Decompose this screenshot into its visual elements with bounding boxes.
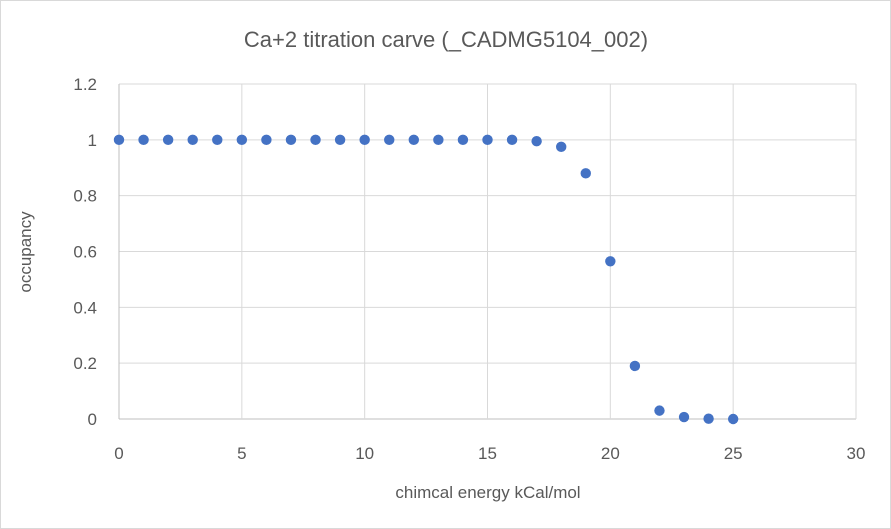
data-point (359, 134, 370, 146)
data-point (334, 134, 346, 146)
data-point (482, 134, 493, 146)
y-tick-label: 0.4 (73, 298, 97, 317)
data-point (408, 134, 419, 146)
data-point (138, 134, 149, 146)
data-point (654, 405, 665, 416)
y-tick-label: 0 (88, 410, 97, 429)
x-tick-label: 0 (114, 444, 123, 463)
tick-labels: 0 0.2 0.4 0.6 0.8 1 1.2 0 5 10 15 20 25 30 (73, 75, 865, 463)
x-tick-label: 30 (847, 444, 866, 463)
data-point (457, 134, 469, 146)
x-tick-label: 10 (355, 444, 374, 463)
y-tick-label: 1 (88, 131, 97, 150)
y-axis-label: occupancy (16, 211, 35, 293)
data-point (212, 134, 223, 146)
data-point (384, 134, 395, 146)
data-point (580, 168, 591, 179)
data-point (261, 134, 272, 146)
data-point (678, 411, 690, 423)
x-tick-label: 5 (237, 444, 246, 463)
data-point (113, 134, 125, 146)
x-axis-label: chimcal energy kCal/mol (395, 483, 580, 502)
data-point (187, 134, 198, 146)
data-point (605, 256, 616, 267)
data-point (629, 360, 641, 372)
data-point (310, 134, 321, 146)
y-tick-label: 1.2 (73, 75, 97, 94)
y-tick-label: 0.8 (73, 187, 97, 206)
chart-title: Ca+2 titration carve (_CADMG5104_002) (244, 27, 648, 52)
data-point (162, 134, 174, 146)
data-point (236, 134, 248, 146)
data-point (727, 413, 739, 425)
x-tick-label: 25 (724, 444, 743, 463)
data-point (506, 134, 518, 146)
data-point (703, 413, 714, 424)
x-tick-label: 15 (478, 444, 497, 463)
data-point (556, 141, 567, 153)
data-point (433, 134, 444, 146)
gridlines (118, 83, 857, 420)
data-point (531, 136, 542, 147)
data-point (285, 134, 297, 146)
x-tick-label: 20 (601, 444, 620, 463)
data-points (113, 134, 739, 425)
y-tick-label: 0.6 (73, 243, 97, 262)
y-tick-label: 0.2 (73, 354, 97, 373)
